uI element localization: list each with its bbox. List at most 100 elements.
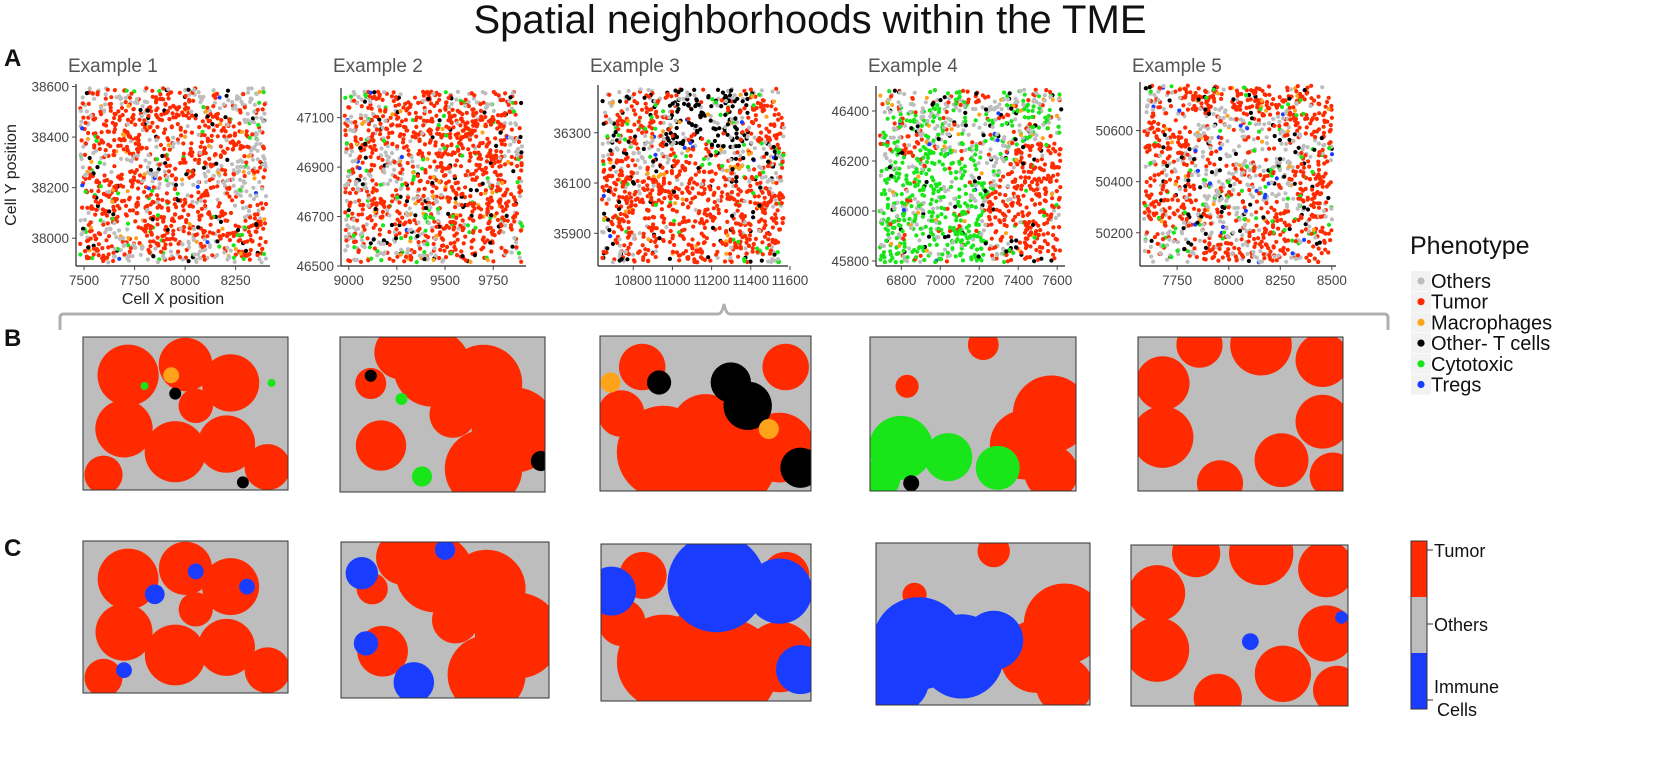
- scatter-point: [259, 186, 265, 191]
- scatter-point: [140, 244, 145, 249]
- scatter-point: [192, 226, 197, 231]
- scatter-point: [499, 223, 504, 228]
- scatter-point: [665, 92, 670, 97]
- scatter-point: [630, 180, 636, 185]
- scatter-point: [96, 242, 101, 247]
- scatter-point: [165, 92, 171, 97]
- scatter-point: [1039, 256, 1044, 261]
- scatter-point: [161, 130, 167, 135]
- scatter-point: [878, 141, 883, 146]
- scatter-point: [170, 216, 175, 221]
- scatter-point: [127, 195, 132, 200]
- scatter-point: [431, 241, 436, 247]
- scatter-point: [966, 132, 971, 137]
- scatter-point: [173, 176, 179, 181]
- scatter-point: [161, 256, 166, 261]
- scatter-point: [635, 146, 641, 151]
- scatter-point: [686, 189, 691, 194]
- scatter-point: [1054, 189, 1059, 194]
- scatter-point: [1029, 197, 1034, 202]
- scatter-point: [162, 169, 167, 174]
- scatter-point: [933, 259, 938, 265]
- scatter-point: [976, 161, 981, 166]
- scatter-point: [392, 167, 397, 172]
- scatter-point: [211, 185, 216, 190]
- scatter-point: [365, 236, 370, 241]
- scatter-point: [104, 213, 110, 218]
- scatter-point: [973, 107, 978, 112]
- scatter-point: [673, 185, 679, 190]
- scatter-point: [491, 259, 496, 264]
- scatter-point: [716, 185, 721, 191]
- scatter-point: [103, 92, 108, 97]
- scatter-point: [165, 206, 171, 211]
- scatter-point: [429, 116, 434, 121]
- scatter-point: [451, 188, 456, 193]
- scatter-point: [957, 224, 962, 229]
- scatter-point: [750, 94, 755, 99]
- scatter-point: [701, 156, 707, 162]
- scatter-point: [379, 258, 384, 263]
- scatter-point: [87, 86, 92, 91]
- scatter-point: [243, 248, 249, 253]
- scatter-point: [641, 186, 646, 191]
- scatter-point: [1008, 162, 1013, 167]
- y-tick-label: 36300: [553, 126, 591, 141]
- scatter-point: [366, 172, 372, 177]
- scatter-point: [394, 251, 399, 256]
- scatter-point: [1044, 118, 1050, 123]
- scatter-point: [701, 221, 706, 226]
- scatter-point: [387, 242, 392, 247]
- scatter-point: [1037, 210, 1042, 215]
- scatter-point: [623, 209, 628, 214]
- scatter-point: [117, 256, 122, 261]
- scatter-point: [440, 169, 445, 174]
- scatter-point: [111, 207, 116, 212]
- scatter-point: [151, 200, 156, 205]
- scatter-point: [443, 173, 448, 178]
- scatter-point: [758, 130, 764, 135]
- scatter-point: [468, 194, 473, 199]
- scatter-point: [92, 233, 97, 238]
- scatter-point: [650, 177, 655, 182]
- scatter-point: [944, 259, 950, 264]
- scatter-point: [222, 150, 227, 155]
- scatter-point: [673, 118, 678, 123]
- scatter-point: [369, 218, 374, 223]
- scatter-point: [1041, 122, 1046, 127]
- scatter-point: [234, 189, 239, 194]
- scatter-point: [469, 128, 474, 133]
- scatter-point: [155, 222, 160, 227]
- scatter-point: [916, 203, 922, 208]
- scatter-point: [683, 249, 689, 254]
- scatter-point: [219, 163, 224, 169]
- scatter-point: [217, 95, 222, 100]
- scatter-point: [106, 260, 111, 265]
- scatter-point: [489, 249, 494, 254]
- scatter-point: [735, 150, 740, 155]
- scatter-point: [733, 221, 739, 226]
- scatter-point: [665, 160, 670, 165]
- scatter-point: [416, 132, 421, 137]
- scatter-point: [639, 107, 645, 112]
- scatter-point: [237, 121, 242, 126]
- scatter-point: [432, 159, 437, 164]
- scatter-point: [513, 214, 518, 219]
- scatter-point: [235, 232, 240, 238]
- scatter-point: [150, 179, 155, 184]
- scatter-point: [116, 143, 121, 148]
- scatter-point: [169, 223, 174, 228]
- scatter-point: [693, 104, 698, 109]
- scatter-point: [135, 153, 140, 158]
- scatter-point: [736, 192, 741, 197]
- scatter-point: [662, 196, 667, 201]
- scatter-point: [181, 208, 186, 213]
- scatter-point: [416, 187, 421, 192]
- scatter-point: [219, 210, 224, 215]
- scatter-point: [83, 120, 88, 125]
- scatter-point: [112, 153, 117, 158]
- scatter-point: [1051, 245, 1056, 250]
- scatter-point: [147, 160, 152, 165]
- scatter-title: Example 1: [68, 56, 158, 77]
- scatter-point: [437, 97, 442, 102]
